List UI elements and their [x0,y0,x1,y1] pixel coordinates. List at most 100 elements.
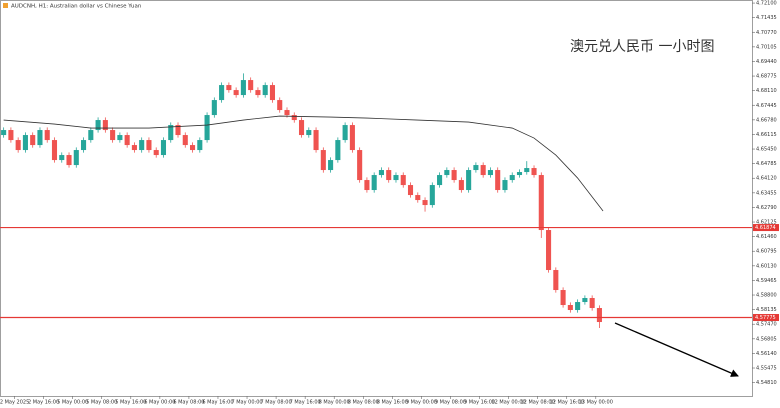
candle-body [320,150,326,171]
x-tick-label: 9 May 00:00 [406,400,437,406]
candle-body [298,120,305,136]
candle-body [269,85,276,101]
price-level-box [753,224,779,232]
y-tick-label: 4.59465 [756,278,777,284]
candle-body [473,165,479,171]
candle-body [88,130,94,141]
candle-body [30,135,36,146]
y-tick-label: 4.61460 [756,234,777,240]
candle-body [531,168,537,176]
candle-body [248,80,254,91]
candle-body [124,135,130,146]
y-tick-label: 4.58135 [756,307,777,313]
x-tick-label: 7 May 16:00 [290,400,321,406]
y-tick-label: 4.62125 [756,220,777,226]
x-tick-label: 8 May 00:00 [319,400,350,406]
candle-body [197,140,203,151]
candle-body [466,170,472,191]
y-tick-label: 4.60130 [756,263,777,269]
candle-body [407,185,414,196]
y-tick-label: 4.54810 [756,380,777,386]
x-tick-label: 12 May 00:00 [491,400,525,406]
candle-body [400,175,406,186]
candle-body [226,85,232,91]
candle-body [8,130,14,141]
x-tick-label: 6 May 16:00 [202,400,233,406]
candle-body [328,160,334,171]
candle-body [371,175,377,191]
x-tick-label: 9 May 16:00 [464,400,495,406]
candle-body [393,175,399,181]
y-tick-label: 4.65450 [756,147,777,153]
candle-body [444,170,450,176]
candle-body [66,155,72,166]
x-tick-label: 6 May 08:00 [173,400,204,406]
candle-body [313,130,319,151]
candle-body [378,170,384,176]
symbol-icon [3,3,8,8]
candle-body [546,230,552,271]
y-tick-label: 4.70105 [756,44,777,50]
candle-body [153,150,159,156]
candle-body [22,135,28,151]
candle-body [262,85,268,96]
candle-body [357,150,363,181]
x-tick-label: 8 May 16:00 [377,400,408,406]
candle-body [95,120,101,131]
y-tick-label: 4.66115 [756,132,777,138]
x-tick-label: 13 May 00:00 [579,400,613,406]
candle-body [451,170,457,181]
candle-body [495,170,501,191]
y-tick-label: 4.68110 [756,88,777,94]
plot-frame [0,0,753,397]
candle-body [81,140,87,151]
y-tick-label: 4.64785 [756,161,777,167]
candle-body [596,308,602,323]
candle-body [560,290,566,306]
candle-body [168,125,174,141]
candle-body [146,140,152,151]
candle-body [502,180,508,191]
price-level-label: 4.61874 [755,225,776,231]
annotation: 澳元兑人民币 一小时图 [570,39,714,55]
x-tick-label: 8 May 08:00 [348,400,379,406]
y-tick-label: 4.66780 [756,117,777,123]
candle-body [233,90,239,96]
x-tick-label: 6 May 00:00 [144,400,175,406]
x-tick-label: 2 May 16:00 [28,400,59,406]
candle-body [349,125,355,151]
candle-body [422,200,428,206]
candle-body [480,165,486,176]
candle-body [487,170,493,176]
candle-body [110,130,116,141]
candle-body [44,130,50,141]
candle-body [204,115,210,141]
x-tick-label: 5 May 16:00 [115,400,146,406]
y-tick-label: 4.63455 [756,190,777,196]
candle-body [15,140,21,151]
candle-body [429,185,435,206]
y-tick-label: 4.57470 [756,322,777,328]
candle-body [255,90,261,96]
candle-body [364,180,370,191]
candle-body [458,180,464,191]
x-tick-label: 5 May 08:00 [86,400,117,406]
candle-body [175,125,181,136]
trend-arrow [614,322,739,377]
candle-body [567,305,573,311]
y-tick-label: 4.55475 [756,366,777,372]
candle-body [160,140,167,156]
candle-body [437,175,443,186]
y-tick-label: 4.62790 [756,205,777,211]
candle-body [386,170,392,181]
candle-body [102,120,108,131]
candle-body [131,145,137,151]
candle-body [37,130,43,146]
y-tick-label: 4.69440 [756,59,777,65]
candle-body [342,125,348,141]
candle-body [117,135,123,141]
candle-body [139,140,145,151]
y-tick-label: 4.64120 [756,176,777,182]
y-tick-label: 4.56140 [756,351,777,357]
